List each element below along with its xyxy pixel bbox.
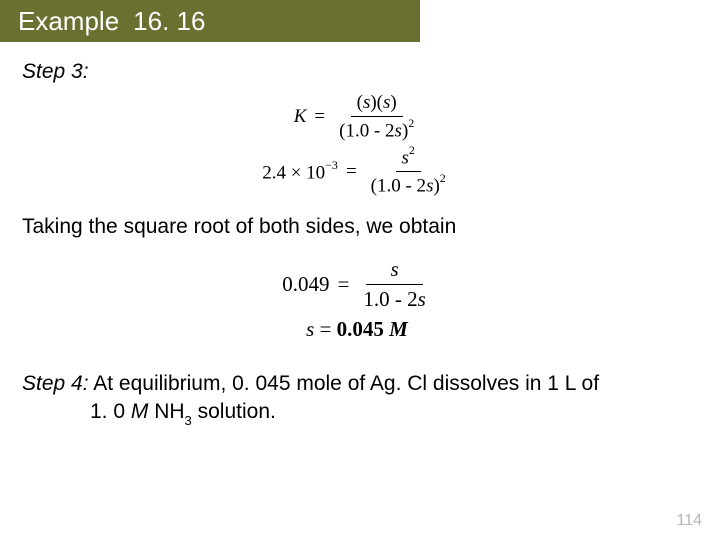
step4-l2-pre: 1. 0 xyxy=(90,400,131,423)
result-eq: = xyxy=(314,317,336,341)
step4-line1: At equilibrium, 0. 045 mole of Ag. Cl di… xyxy=(89,372,600,395)
equation-block-1: K = (s)(s) (1.0 - 2s)2 2.4 × 10−3 = s2 (… xyxy=(22,92,692,197)
equation-row-sqrt: 0.049 = s 1.0 - 2s xyxy=(22,257,692,310)
eq1-denominator: (1.0 - 2s)2 xyxy=(333,117,420,142)
step4-label: Step 4: xyxy=(22,372,89,395)
step4-l2-M: M xyxy=(131,400,149,423)
eq2-numerator: s2 xyxy=(396,146,421,172)
taking-text: Taking the square root of both sides, we… xyxy=(22,215,692,239)
step4-l2-nh: NH xyxy=(148,400,184,423)
step3-label: Step 3: xyxy=(22,60,692,84)
result-value: 0.045 M xyxy=(337,317,408,341)
equation-block-2: 0.049 = s 1.0 - 2s s = 0.045 M xyxy=(22,257,692,341)
eq3-lhs: 0.049 xyxy=(282,272,329,297)
slide-content: Step 3: K = (s)(s) (1.0 - 2s)2 2.4 × 10−… xyxy=(0,42,720,428)
example-header-bar: Example 16. 16 xyxy=(0,0,420,42)
eq3-numerator: s xyxy=(366,257,422,284)
eq3-equals: = xyxy=(337,272,349,297)
eq2-denominator: (1.0 - 2s)2 xyxy=(365,172,452,197)
step4-l2-post: solution. xyxy=(192,400,276,423)
eq1-fraction: (s)(s) (1.0 - 2s)2 xyxy=(333,92,420,142)
eq1-numerator: (s)(s) xyxy=(351,92,403,117)
eq2-fraction: s2 (1.0 - 2s)2 xyxy=(365,146,452,197)
eq2-equals: = xyxy=(346,161,357,183)
eq1-K: K xyxy=(294,106,307,127)
eq1-equals: = xyxy=(314,106,325,128)
example-number: 16. 16 xyxy=(133,6,205,37)
equation-row-value: 2.4 × 10−3 = s2 (1.0 - 2s)2 xyxy=(22,146,692,197)
eq1-lhs: K xyxy=(294,106,307,128)
equation-row-K: K = (s)(s) (1.0 - 2s)2 xyxy=(22,92,692,142)
eq3-fraction: s 1.0 - 2s xyxy=(357,257,431,310)
eq2-lhs: 2.4 × 10−3 xyxy=(262,160,338,184)
step4-text: Step 4: At equilibrium, 0. 045 mole of A… xyxy=(22,370,692,428)
eq3-denominator: 1.0 - 2s xyxy=(357,285,431,311)
step4-l2-sub: 3 xyxy=(185,413,192,428)
example-label: Example xyxy=(18,6,119,37)
result-line: s = 0.045 M xyxy=(22,317,692,342)
page-number: 114 xyxy=(676,512,702,530)
step4-line2: 1. 0 M NH3 solution. xyxy=(22,400,276,423)
